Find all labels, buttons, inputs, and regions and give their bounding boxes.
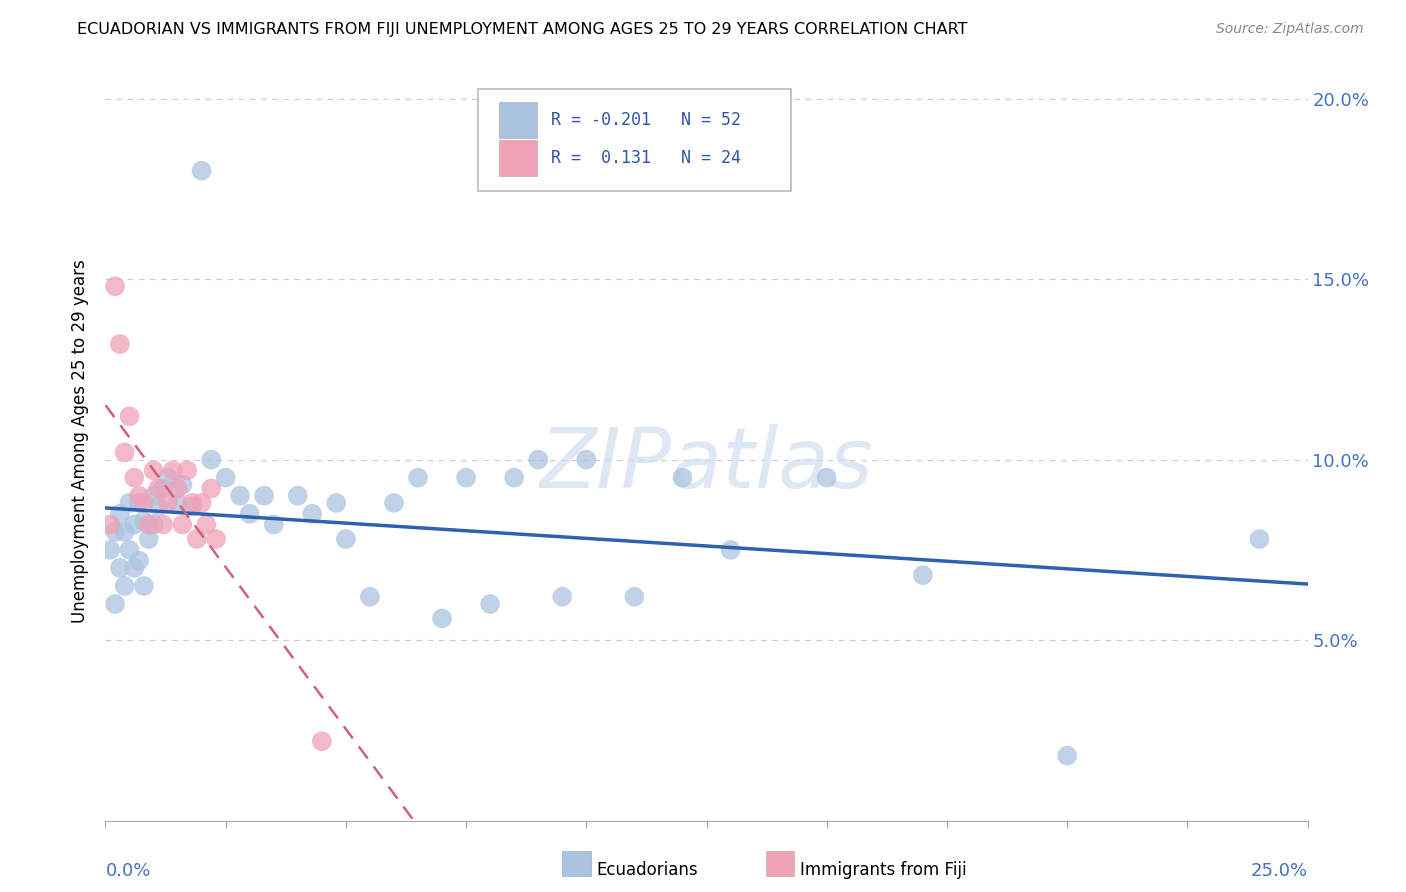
Point	[118, 542, 141, 557]
Point	[200, 482, 222, 496]
Point	[382, 496, 405, 510]
Point	[104, 279, 127, 293]
Text: Ecuadorians: Ecuadorians	[596, 861, 697, 879]
Point	[205, 532, 228, 546]
Point	[527, 452, 550, 467]
Point	[1249, 532, 1271, 546]
Point	[132, 579, 155, 593]
Point	[128, 496, 150, 510]
Point	[148, 500, 170, 514]
Text: 0.0%: 0.0%	[105, 863, 150, 880]
Point	[166, 496, 188, 510]
Point	[166, 482, 188, 496]
Point	[359, 590, 381, 604]
Point	[148, 482, 170, 496]
Point	[142, 463, 165, 477]
Point	[142, 489, 165, 503]
Point	[108, 337, 131, 351]
Point	[132, 496, 155, 510]
Point	[195, 517, 218, 532]
Point	[152, 482, 174, 496]
Point	[301, 507, 323, 521]
Text: Immigrants from Fiji: Immigrants from Fiji	[800, 861, 967, 879]
FancyBboxPatch shape	[499, 102, 537, 138]
Point	[190, 163, 212, 178]
Point	[200, 452, 222, 467]
Point	[720, 542, 742, 557]
Point	[142, 517, 165, 532]
Point	[181, 496, 204, 510]
Point	[128, 489, 150, 503]
Point	[253, 489, 276, 503]
Point	[551, 590, 574, 604]
Point	[114, 579, 136, 593]
Point	[190, 496, 212, 510]
Point	[108, 507, 131, 521]
Point	[104, 597, 127, 611]
Point	[239, 507, 262, 521]
Point	[335, 532, 357, 546]
Point	[287, 489, 309, 503]
Point	[456, 470, 478, 484]
Point	[575, 452, 598, 467]
Point	[138, 532, 160, 546]
Text: ECUADORIAN VS IMMIGRANTS FROM FIJI UNEMPLOYMENT AMONG AGES 25 TO 29 YEARS CORREL: ECUADORIAN VS IMMIGRANTS FROM FIJI UNEMP…	[77, 22, 967, 37]
Point	[503, 470, 526, 484]
Point	[430, 611, 453, 625]
Text: 25.0%: 25.0%	[1250, 863, 1308, 880]
Point	[132, 514, 155, 528]
Point	[229, 489, 252, 503]
FancyBboxPatch shape	[478, 89, 790, 191]
Point	[325, 496, 347, 510]
Point	[104, 524, 127, 539]
Point	[172, 517, 194, 532]
Point	[186, 532, 208, 546]
Point	[162, 463, 184, 477]
Point	[181, 500, 204, 514]
FancyBboxPatch shape	[499, 140, 537, 177]
Point	[124, 517, 146, 532]
Point	[124, 561, 146, 575]
Point	[172, 478, 194, 492]
Point	[124, 470, 146, 484]
Point	[118, 496, 141, 510]
Point	[214, 470, 236, 484]
Text: ZIPatlas: ZIPatlas	[540, 424, 873, 505]
Point	[1056, 748, 1078, 763]
Point	[156, 470, 179, 484]
Point	[263, 517, 285, 532]
Point	[114, 445, 136, 459]
Point	[138, 517, 160, 532]
Point	[118, 409, 141, 424]
Point	[98, 517, 121, 532]
Point	[114, 524, 136, 539]
Point	[98, 542, 121, 557]
Point	[911, 568, 934, 582]
Point	[152, 517, 174, 532]
Point	[406, 470, 429, 484]
Text: Source: ZipAtlas.com: Source: ZipAtlas.com	[1216, 22, 1364, 37]
Point	[108, 561, 131, 575]
Y-axis label: Unemployment Among Ages 25 to 29 years: Unemployment Among Ages 25 to 29 years	[72, 260, 90, 624]
Text: R =  0.131   N = 24: R = 0.131 N = 24	[551, 149, 741, 167]
Point	[176, 463, 198, 477]
Point	[156, 496, 179, 510]
Point	[128, 554, 150, 568]
Point	[671, 470, 693, 484]
Point	[479, 597, 502, 611]
Text: R = -0.201   N = 52: R = -0.201 N = 52	[551, 112, 741, 129]
Point	[311, 734, 333, 748]
Point	[815, 470, 838, 484]
Point	[623, 590, 645, 604]
